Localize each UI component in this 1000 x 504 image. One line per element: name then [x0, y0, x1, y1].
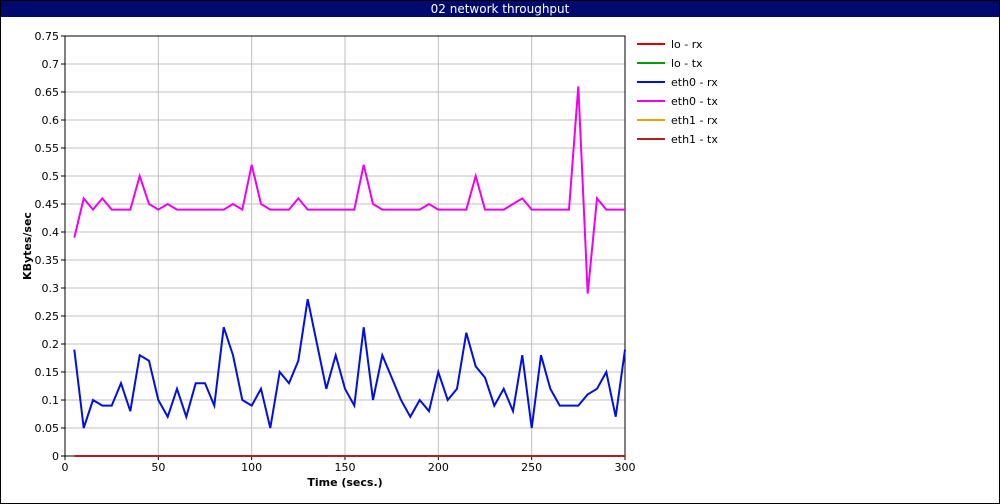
- x-tick-label: 100: [241, 461, 262, 474]
- y-tick-label: 0.6: [42, 114, 60, 127]
- axis-ticks: 0 50 100 150 200 250 300 0 0.05 0.1 0.15 0.2 0.25 0.3…: [35, 30, 636, 474]
- x-tick-label: 50: [151, 461, 165, 474]
- y-tick-label: 0.1: [42, 394, 60, 407]
- x-tick-label: 0: [62, 461, 69, 474]
- y-tick-label: 0.35: [35, 254, 60, 267]
- grid: [64, 35, 626, 457]
- y-tick-label: 0.05: [35, 422, 60, 435]
- legend-label: lo - tx: [671, 57, 703, 70]
- y-tick-label: 0.75: [35, 30, 60, 43]
- legend-item-eth0-tx: eth0 - tx: [637, 95, 718, 108]
- y-tick-label: 0.45: [35, 198, 60, 211]
- y-tick-label: 0.2: [42, 338, 60, 351]
- series-lines: [73, 86, 626, 457]
- legend: lo - rx lo - tx eth0 - rx eth0 - tx eth1 - r…: [637, 38, 718, 146]
- legend-item-eth1-rx: eth1 - rx: [637, 114, 718, 127]
- y-tick-label: 0.7: [42, 58, 60, 71]
- y-tick-label: 0.5: [42, 170, 60, 183]
- x-axis-label: Time (secs.): [307, 476, 382, 489]
- legend-item-eth1-tx: eth1 - tx: [637, 133, 718, 146]
- legend-item-lo-rx: lo - rx: [637, 38, 703, 51]
- legend-item-eth0-rx: eth0 - rx: [637, 76, 718, 89]
- x-tick-label: 200: [428, 461, 449, 474]
- chart-title: 02 network throughput: [1, 1, 999, 17]
- x-tick-label: 250: [521, 461, 542, 474]
- legend-label: eth0 - tx: [671, 95, 718, 108]
- y-tick-label: 0.3: [42, 282, 60, 295]
- y-tick-label: 0.65: [35, 86, 60, 99]
- legend-label: eth1 - tx: [671, 133, 718, 146]
- y-tick-label: 0: [52, 450, 59, 463]
- x-tick-label: 150: [335, 461, 356, 474]
- x-tick-label: 300: [615, 461, 636, 474]
- legend-label: eth1 - rx: [671, 114, 718, 127]
- y-tick-label: 0.25: [35, 310, 60, 323]
- legend-label: eth0 - rx: [671, 76, 718, 89]
- legend-item-lo-tx: lo - tx: [637, 57, 703, 70]
- y-tick-label: 0.55: [35, 142, 60, 155]
- y-axis-label: KBytes/sec: [21, 212, 34, 280]
- legend-label: lo - rx: [671, 38, 703, 51]
- series-line-eth0-rx: [73, 298, 626, 429]
- y-tick-label: 0.4: [42, 226, 60, 239]
- y-tick-label: 0.15: [35, 366, 60, 379]
- series-line-eth0-tx: [73, 86, 625, 294]
